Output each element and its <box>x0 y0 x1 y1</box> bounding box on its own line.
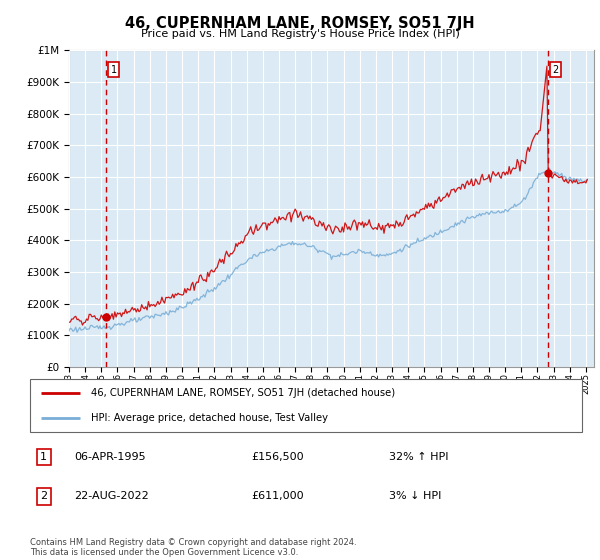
FancyBboxPatch shape <box>30 379 582 432</box>
Text: 2: 2 <box>40 491 47 501</box>
Text: 2: 2 <box>553 64 559 74</box>
Text: £156,500: £156,500 <box>251 452 304 462</box>
Text: 46, CUPERNHAM LANE, ROMSEY, SO51 7JH (detached house): 46, CUPERNHAM LANE, ROMSEY, SO51 7JH (de… <box>91 389 395 399</box>
Text: 46, CUPERNHAM LANE, ROMSEY, SO51 7JH: 46, CUPERNHAM LANE, ROMSEY, SO51 7JH <box>125 16 475 31</box>
Text: 06-APR-1995: 06-APR-1995 <box>74 452 146 462</box>
Text: Price paid vs. HM Land Registry's House Price Index (HPI): Price paid vs. HM Land Registry's House … <box>140 29 460 39</box>
Text: 32% ↑ HPI: 32% ↑ HPI <box>389 452 448 462</box>
Text: 1: 1 <box>110 64 116 74</box>
Text: Contains HM Land Registry data © Crown copyright and database right 2024.
This d: Contains HM Land Registry data © Crown c… <box>30 538 356 557</box>
Text: 3% ↓ HPI: 3% ↓ HPI <box>389 491 441 501</box>
Text: 22-AUG-2022: 22-AUG-2022 <box>74 491 149 501</box>
Text: HPI: Average price, detached house, Test Valley: HPI: Average price, detached house, Test… <box>91 413 328 423</box>
Text: £611,000: £611,000 <box>251 491 304 501</box>
Text: 1: 1 <box>40 452 47 462</box>
